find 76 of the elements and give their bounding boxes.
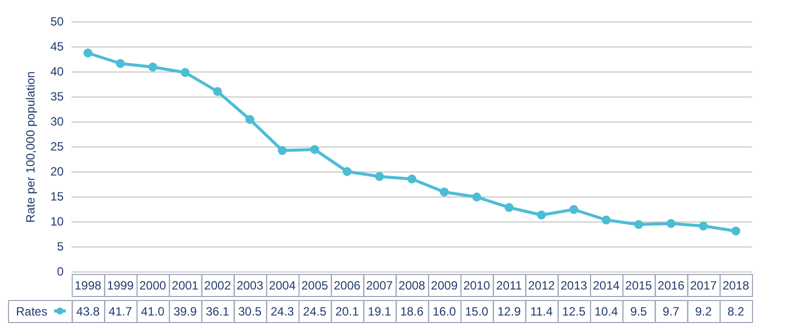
y-tick-label: 15 (50, 189, 64, 204)
x-tick-label: 1999 (106, 278, 134, 292)
x-tick-label: 2016 (658, 278, 685, 292)
y-tick-label: 30 (50, 114, 64, 128)
point (440, 188, 449, 196)
data-label: 9.7 (662, 304, 680, 318)
point (83, 48, 92, 58)
data-label: 24.3 (270, 304, 294, 318)
data-label: 11.4 (530, 304, 553, 318)
x-tick-label: 2010 (463, 278, 490, 292)
data-label: 15.0 (464, 304, 489, 318)
y-tick-label: 45 (50, 39, 64, 54)
point (374, 172, 384, 181)
point (698, 222, 708, 230)
data-label: 9.2 (695, 304, 712, 318)
point (310, 145, 320, 154)
x-tick-label: 2008 (398, 278, 426, 292)
point (634, 220, 644, 229)
point (180, 68, 190, 77)
data-label: 19.1 (368, 304, 392, 318)
y-tick-label: 25 (50, 139, 64, 154)
x-tick-label: 1998 (74, 278, 102, 292)
x-tick-label: 2011 (496, 278, 522, 292)
y-tick-label: 40 (50, 64, 64, 78)
data-label: 18.6 (400, 304, 424, 318)
x-tick-label: 2009 (430, 278, 458, 292)
point (116, 59, 125, 68)
legend-label: Rates (16, 304, 48, 318)
y-tick-label: 10 (50, 214, 64, 228)
point (213, 87, 222, 96)
data-label: 20.1 (335, 304, 360, 318)
x-tick-label: 2001 (172, 278, 199, 292)
point (148, 62, 158, 72)
point (666, 219, 676, 228)
x-tick-label: 2000 (139, 278, 166, 292)
point (569, 205, 578, 214)
data-label: 8.2 (727, 304, 744, 318)
x-tick-label: 2004 (268, 278, 296, 292)
data-label: 39.9 (173, 304, 198, 318)
data-label: 10.4 (594, 304, 618, 318)
y-tick-label: 35 (50, 89, 64, 104)
data-label: 41.7 (108, 304, 132, 318)
y-axis-title: Rate per 100,000 population (24, 71, 38, 223)
data-label: 41.0 (141, 304, 165, 318)
x-tick-label: 2007 (366, 278, 394, 292)
data-label: 36.1 (206, 304, 230, 318)
data-label: 9.5 (630, 304, 648, 318)
y-tick-label: 0 (57, 264, 64, 278)
data-label: 12.5 (562, 304, 586, 318)
x-tick-label: 2003 (236, 278, 264, 292)
point (602, 216, 611, 224)
point (472, 192, 482, 202)
data-label: 24.5 (303, 304, 327, 318)
y-tick-label: 5 (57, 239, 64, 254)
point (504, 203, 514, 212)
point (278, 146, 287, 155)
y-tick-label: 50 (50, 14, 64, 28)
point (407, 174, 416, 184)
x-tick-label: 2018 (722, 278, 750, 292)
x-tick-label: 2005 (301, 278, 328, 292)
x-tick-label: 2012 (528, 278, 556, 292)
x-tick-label: 2006 (334, 278, 361, 292)
x-tick-label: 2002 (204, 278, 232, 292)
x-tick-label: 2017 (690, 278, 718, 292)
point (731, 226, 740, 236)
data-label: 30.5 (238, 304, 262, 318)
x-tick-label: 2013 (560, 278, 588, 292)
data-label: 43.8 (76, 304, 100, 318)
data-label: 12.9 (497, 304, 522, 318)
point (342, 167, 352, 176)
data-label: 16.0 (432, 304, 456, 318)
x-tick-label: 2015 (625, 278, 652, 292)
point (536, 210, 546, 220)
point (245, 115, 254, 124)
y-tick-label: 20 (50, 164, 64, 178)
x-tick-label: 2014 (592, 278, 620, 292)
